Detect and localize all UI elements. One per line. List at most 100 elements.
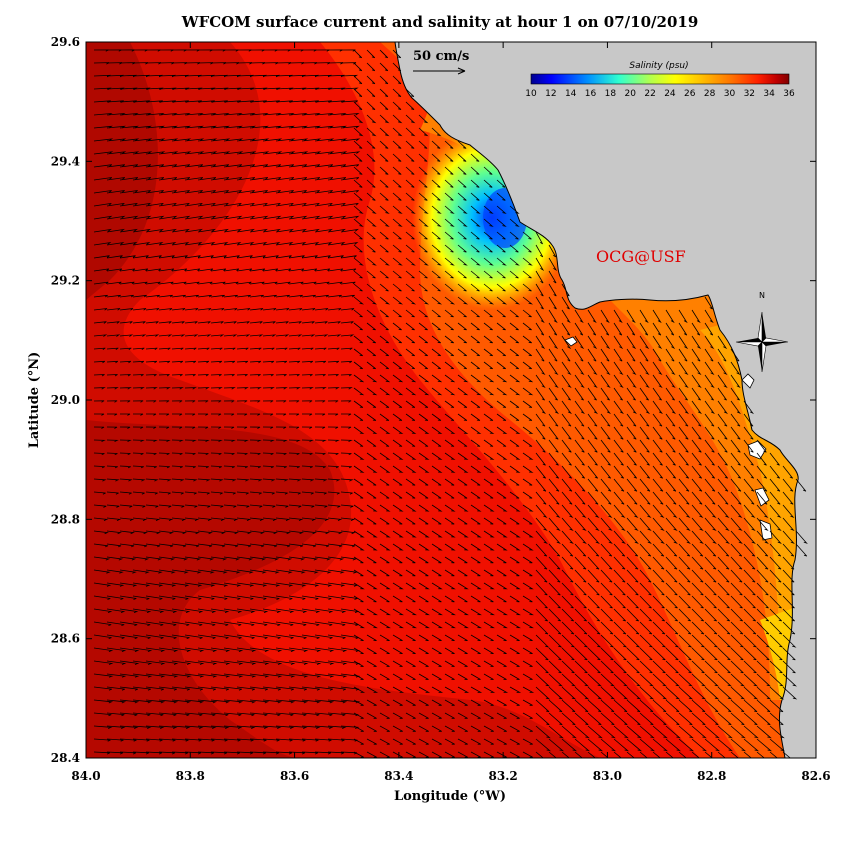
current-vector [171,215,191,220]
current-vector [392,491,403,499]
current-vector [587,413,598,427]
current-vector [678,569,691,583]
current-vector [652,452,663,466]
current-vector [548,348,558,362]
current-vector [262,608,282,613]
current-vector [301,228,320,233]
current-vector [457,231,467,240]
current-vector [379,101,389,110]
current-vector [509,257,520,266]
current-vector [483,348,493,357]
current-vector [587,699,602,713]
current-vector [119,556,137,561]
current-vector [600,712,615,726]
current-vector [470,296,482,305]
current-vector [691,543,704,557]
current-vector [197,504,211,508]
current-vector [418,595,429,603]
current-vector [106,215,126,220]
current-vector [314,439,327,443]
current-vector [340,569,358,574]
current-vector [405,153,415,162]
current-vector [132,426,144,429]
current-vector [93,347,106,351]
current-vector [327,190,346,194]
current-vector [457,478,468,486]
current-vector [561,296,570,310]
current-vector [223,465,235,469]
current-vector [171,74,190,78]
current-vector [197,530,213,535]
current-vector [522,452,534,460]
current-vector [249,556,267,561]
current-vector [106,634,125,639]
current-vector [483,608,495,616]
current-vector [431,179,441,188]
current-vector [665,647,679,661]
current-vector [366,101,376,110]
current-vector [626,608,639,622]
current-vector [405,322,415,331]
current-vector [106,426,118,429]
current-vector [496,400,507,408]
current-vector [730,738,747,752]
current-vector [431,634,442,641]
current-vector [574,660,588,674]
current-vector [600,647,614,661]
current-vector [314,751,332,755]
current-vector [496,296,508,305]
current-vector [678,491,690,505]
current-vector [535,244,544,258]
current-vector [93,725,113,729]
current-vector [496,426,508,434]
current-vector [457,491,468,499]
current-vector [171,190,190,194]
current-vector [224,413,235,416]
current-vector [340,125,360,129]
current-vector [314,228,333,233]
current-vector [158,374,170,377]
current-vector [600,699,615,713]
current-vector [366,751,377,758]
current-vector [444,738,455,745]
current-vector [262,569,280,574]
current-vector [626,569,639,583]
current-vector [197,491,210,495]
current-vector [262,556,280,561]
current-vector [431,465,443,473]
current-vector [106,268,123,272]
current-vector [587,517,600,531]
current-vector [431,569,442,577]
current-vector [132,608,152,613]
current-vector [496,309,506,318]
current-vector [639,374,650,389]
current-vector [301,556,319,561]
current-vector [600,673,615,687]
current-vector [184,190,203,194]
current-vector [626,582,639,596]
current-vector [665,335,676,350]
current-vector [431,530,443,538]
current-vector [106,228,125,233]
current-vector [769,725,785,739]
current-vector [587,361,598,376]
current-vector [678,517,691,531]
current-vector [171,294,186,298]
current-vector [626,543,639,557]
current-vector [431,608,443,616]
current-vector [431,491,442,499]
current-vector [548,465,560,479]
current-vector [132,190,151,194]
current-vector [522,439,533,447]
current-vector [535,738,552,752]
colorbar-tick-label: 20 [625,89,637,99]
current-vector [236,478,250,482]
current-vector [171,712,190,717]
current-vector [262,190,281,194]
current-vector [262,530,278,535]
current-vector [314,582,333,587]
current-vector [119,712,138,717]
current-vector [223,556,241,561]
current-vector [496,504,508,512]
current-vector [392,504,404,512]
